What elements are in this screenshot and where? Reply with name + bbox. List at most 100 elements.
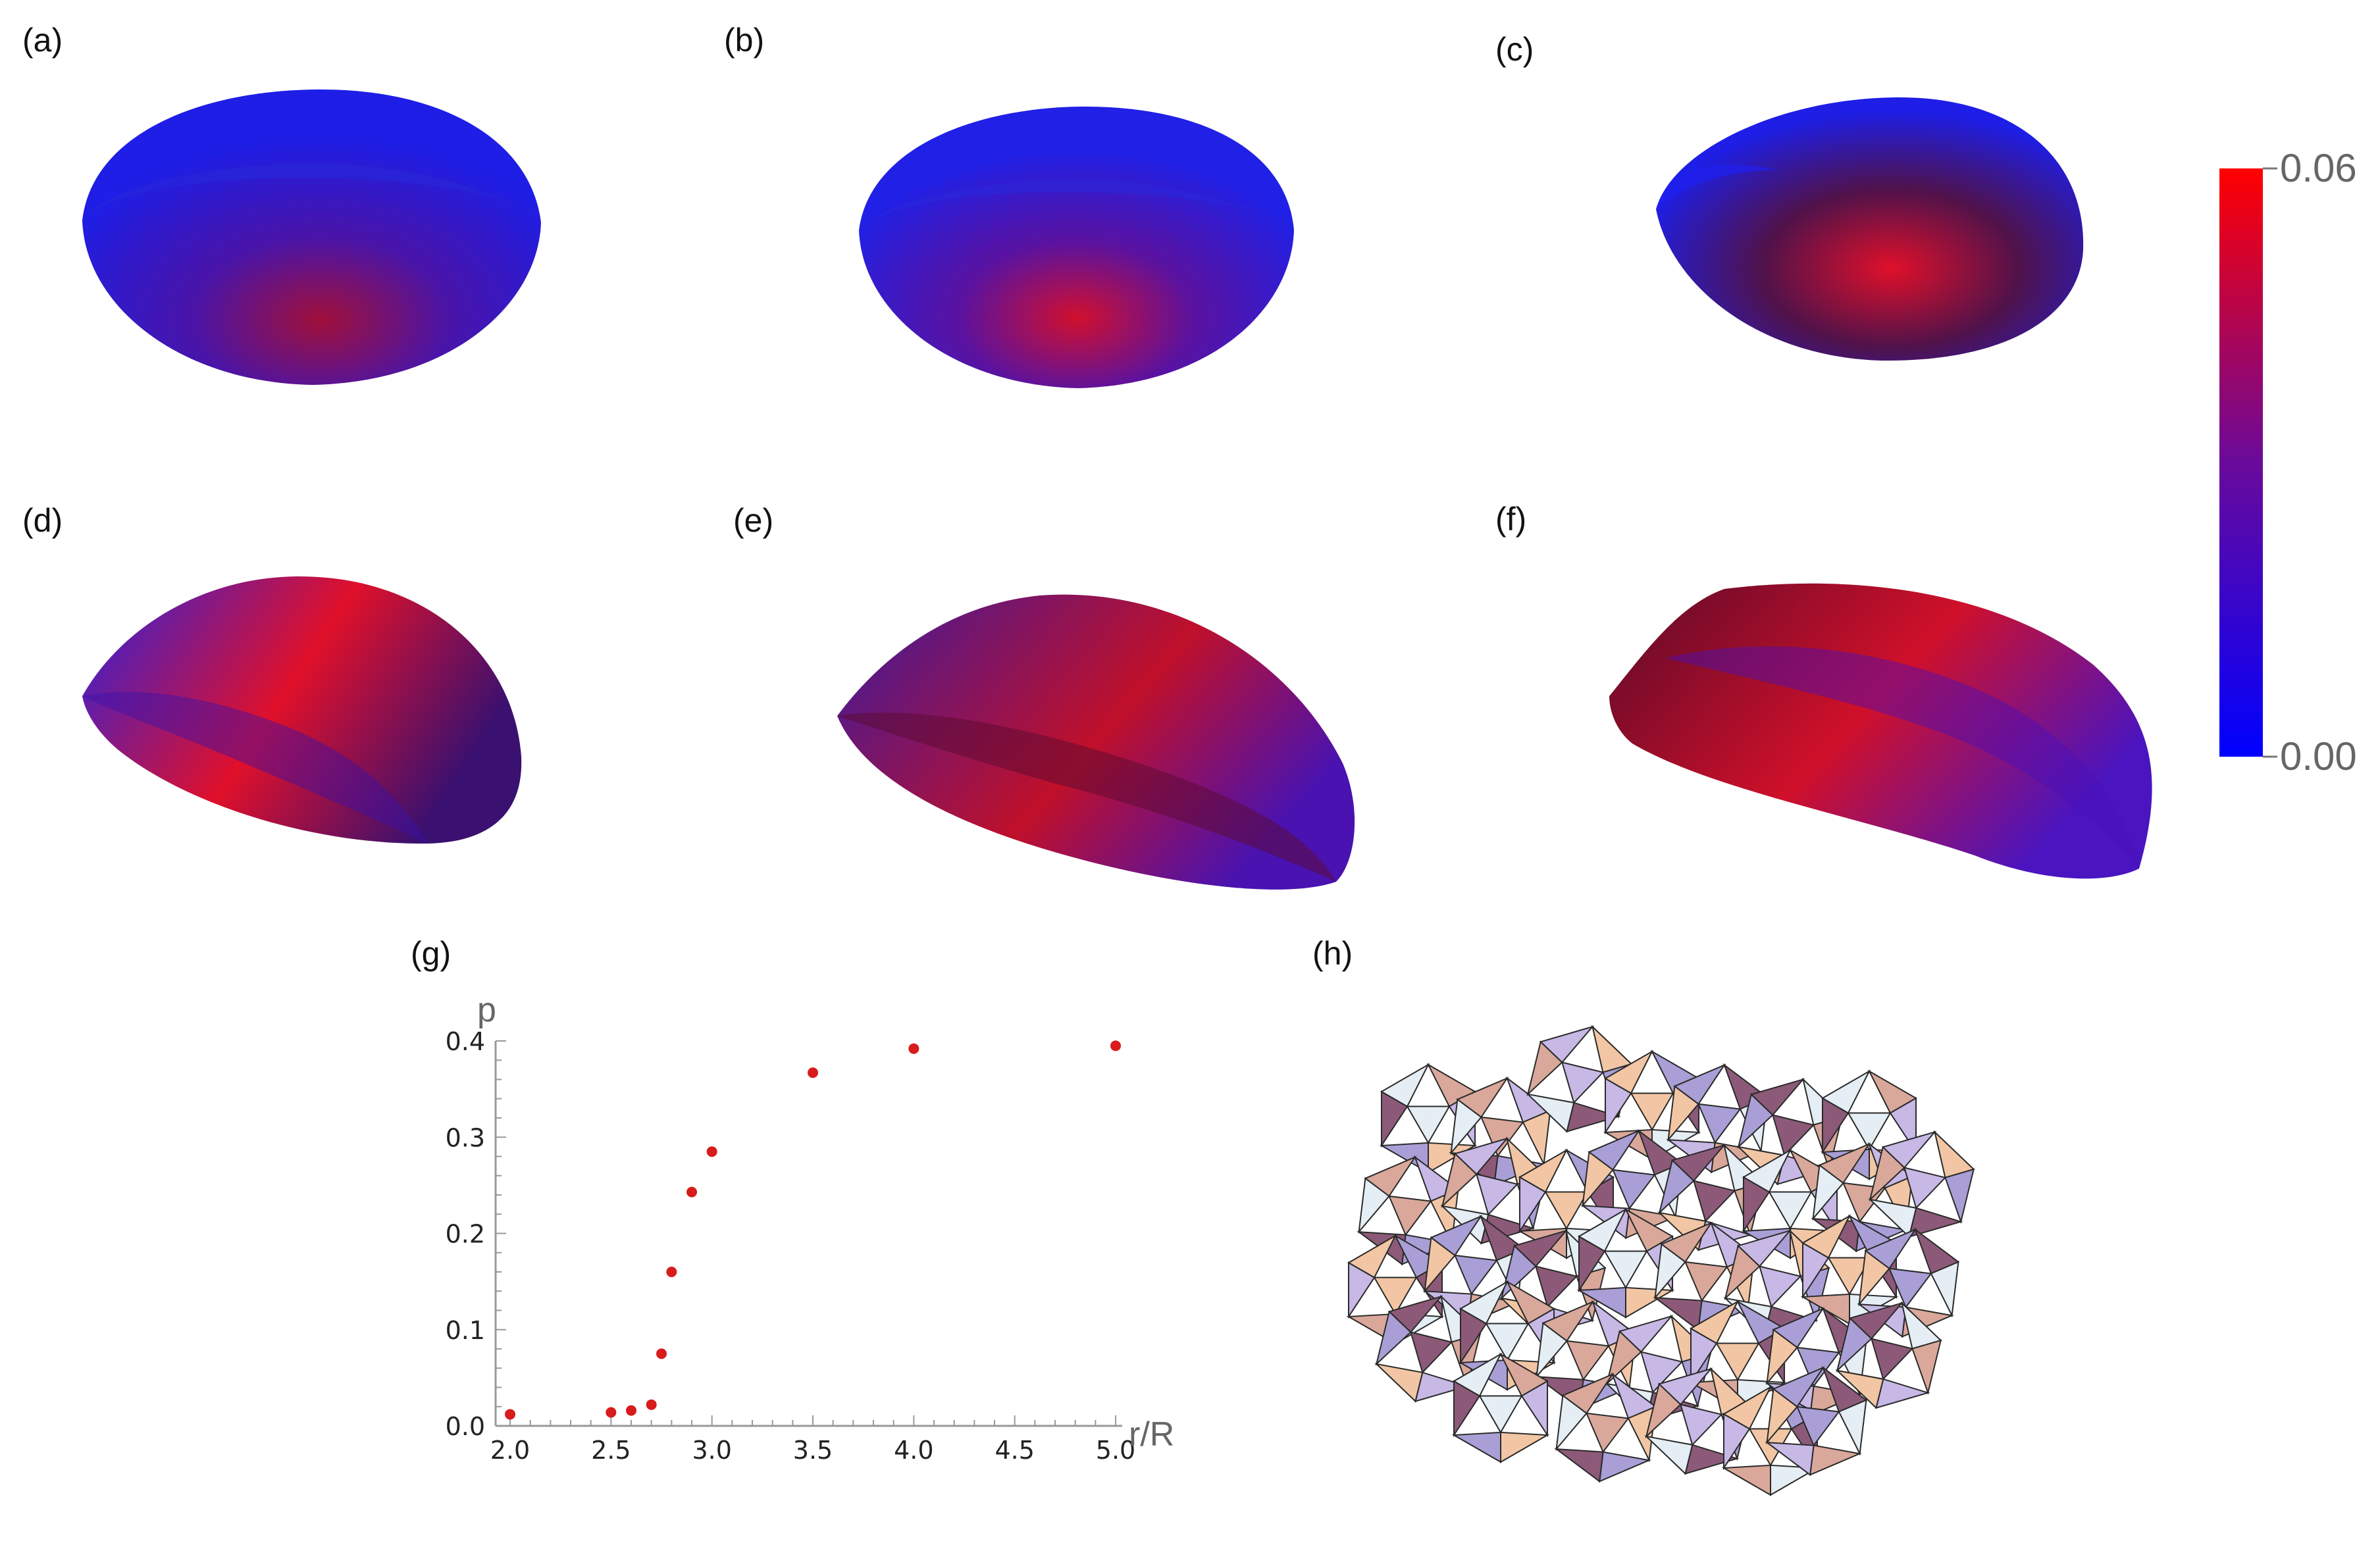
icosahedron-face xyxy=(1875,1378,1930,1409)
icosahedron-face xyxy=(1618,1315,1674,1353)
icosahedron-face xyxy=(1576,1286,1626,1319)
icosahedron-face xyxy=(1630,1092,1674,1131)
icosahedron-face xyxy=(1598,1451,1652,1483)
data-point xyxy=(686,1186,697,1198)
panel-label-h: (h) xyxy=(1312,935,1353,972)
data-point xyxy=(505,1409,515,1420)
icosahedron-face xyxy=(1772,1366,1825,1408)
icosahedron-face xyxy=(1409,1331,1453,1374)
icosahedron-face xyxy=(1715,1342,1760,1381)
colorbar-max-label: 0.06 xyxy=(2280,146,2357,190)
icosahedron-face xyxy=(1565,1340,1610,1381)
icosahedron-face xyxy=(1818,1142,1871,1184)
icosahedron-face xyxy=(1387,1195,1432,1236)
icosahedron-face xyxy=(1835,1369,1884,1409)
icosahedron-face xyxy=(1903,1167,1947,1209)
icosahedron-face xyxy=(1670,1144,1726,1182)
icosahedron-face xyxy=(1758,1265,1802,1308)
icosahedron-face xyxy=(1657,1367,1713,1405)
icosahedron-cluster xyxy=(1346,1024,1975,1496)
icosahedron-face xyxy=(1577,1207,1628,1252)
icosahedron-face xyxy=(1554,1448,1604,1483)
icosahedron-face xyxy=(1821,1069,1871,1114)
panel-label-e: (e) xyxy=(733,502,773,539)
data-point xyxy=(666,1267,677,1277)
icosahedron-face xyxy=(1684,1261,1728,1302)
icosahedron-face xyxy=(1373,1277,1418,1315)
icosahedron-face xyxy=(1679,1404,1723,1446)
icosahedron xyxy=(1868,1130,1975,1238)
icosahedron-face xyxy=(1827,1257,1872,1296)
icosahedron-face xyxy=(1722,1385,1772,1430)
panel-label-b: (b) xyxy=(724,22,764,59)
icosahedron-face xyxy=(1864,1228,1917,1270)
icosahedron-face xyxy=(1603,1050,1654,1094)
y-ticks: 0.0 0.1 0.2 0.3 0.4 xyxy=(446,1027,506,1441)
icosahedron-face xyxy=(1689,1300,1740,1344)
icosahedron-face xyxy=(1673,1063,1726,1105)
icosahedron-face xyxy=(1627,1405,1657,1463)
icosahedron-face xyxy=(1697,1103,1742,1144)
colorbar-min-label: 0.00 xyxy=(2280,734,2357,778)
icosahedron-face xyxy=(1485,1323,1530,1361)
icosahedron-face xyxy=(1520,1380,1549,1438)
icosahedron-face xyxy=(1796,1405,1840,1447)
icosahedron-face xyxy=(1911,1339,1942,1396)
icosahedron-face xyxy=(1847,1112,1892,1151)
icosahedron-face xyxy=(1742,1148,1792,1193)
colorbar: 0.06 0.00 xyxy=(2219,146,2357,778)
icosahedron-face xyxy=(1736,1229,1792,1267)
icosahedron-face xyxy=(1721,1464,1771,1496)
data-points xyxy=(505,1040,1121,1420)
icosahedron-face xyxy=(1526,1093,1575,1133)
icosahedron-face xyxy=(1534,1265,1578,1308)
icosahedron-face xyxy=(1347,1234,1397,1278)
x-ticks: 2.0 2.5 3.0 3.5 4.0 4.5 5.0 xyxy=(490,1415,1135,1465)
shell-d xyxy=(82,576,522,844)
icosahedron-face xyxy=(1930,1261,1959,1318)
icosahedron-face xyxy=(1459,1280,1509,1325)
data-point xyxy=(626,1405,636,1416)
icosahedron-face xyxy=(1881,1130,1937,1169)
icosahedron xyxy=(1451,1352,1550,1463)
x-tick-label: 3.0 xyxy=(692,1436,731,1465)
x-tick-label: 4.0 xyxy=(894,1436,933,1465)
colorbar-gradient xyxy=(2219,168,2263,757)
icosahedron-face xyxy=(1452,1352,1503,1397)
icosahedron-face xyxy=(1480,1116,1524,1157)
icosahedron-face xyxy=(1868,1198,1917,1238)
icosahedron-face xyxy=(1387,1295,1443,1333)
icosahedron-face xyxy=(1478,1395,1523,1434)
icosahedron-face xyxy=(1475,1173,1519,1216)
icosahedron-face xyxy=(1380,1063,1430,1107)
icosahedron-face xyxy=(1603,1250,1648,1289)
y-tick-label: 0.1 xyxy=(446,1316,485,1345)
icosahedron-face xyxy=(1640,1351,1684,1394)
x-axis-label: r/R xyxy=(1129,1415,1174,1454)
icosahedron-face xyxy=(1451,1431,1501,1463)
icosahedron-face xyxy=(1809,1444,1863,1477)
panel-label-g: (g) xyxy=(411,935,451,972)
data-point xyxy=(1110,1040,1121,1051)
icosahedron-face xyxy=(1749,1078,1805,1116)
data-point xyxy=(808,1067,818,1078)
icosahedron-face xyxy=(1768,1191,1813,1230)
icosahedron xyxy=(1765,1365,1868,1477)
icosahedron-face xyxy=(1585,1412,1630,1454)
icosahedron-face xyxy=(1611,1169,1656,1210)
y-axis-label: p xyxy=(477,991,496,1029)
icosahedron-face xyxy=(1430,1215,1483,1257)
icosahedron xyxy=(1835,1301,1942,1409)
icosahedron-face xyxy=(1453,1254,1498,1296)
icosahedron xyxy=(1554,1372,1657,1483)
icosahedron-face xyxy=(1801,1214,1851,1259)
icosahedron-face xyxy=(1374,1363,1424,1403)
icosahedron-face xyxy=(1406,1105,1451,1144)
y-tick-label: 0.4 xyxy=(446,1027,485,1056)
data-point xyxy=(646,1399,657,1410)
x-tick-label: 4.5 xyxy=(995,1436,1034,1465)
icosahedron-face xyxy=(1692,1180,1736,1223)
shell-f xyxy=(1609,583,2152,879)
shell-e xyxy=(837,594,1355,890)
